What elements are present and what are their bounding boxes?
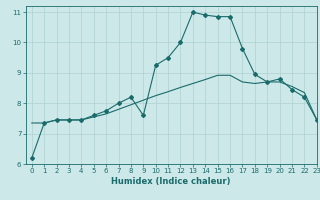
X-axis label: Humidex (Indice chaleur): Humidex (Indice chaleur) (111, 177, 231, 186)
